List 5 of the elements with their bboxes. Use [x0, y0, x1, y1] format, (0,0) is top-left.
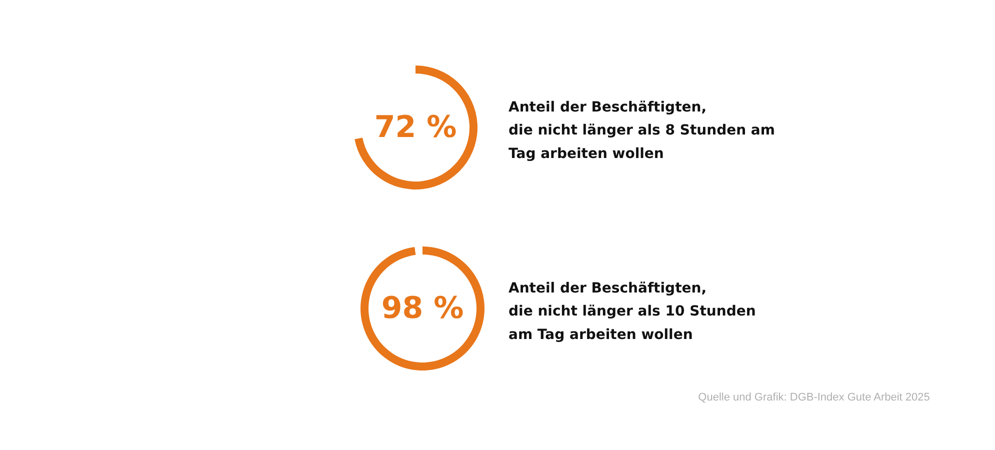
source-note: Quelle und Grafik: DGB-Index Gute Arbeit 2025 [698, 392, 930, 404]
text: Anteil der Beschäftigten, die nicht länger als 10 Stunden am Tag arbeiten wollen [508, 280, 756, 343]
data-label: 98 % [381, 291, 464, 326]
text: Anteil der Beschäftigten, die nicht länger als 8 Stunden am Tag arbeiten wollen [508, 100, 775, 162]
data-label: 72 % [374, 110, 457, 145]
